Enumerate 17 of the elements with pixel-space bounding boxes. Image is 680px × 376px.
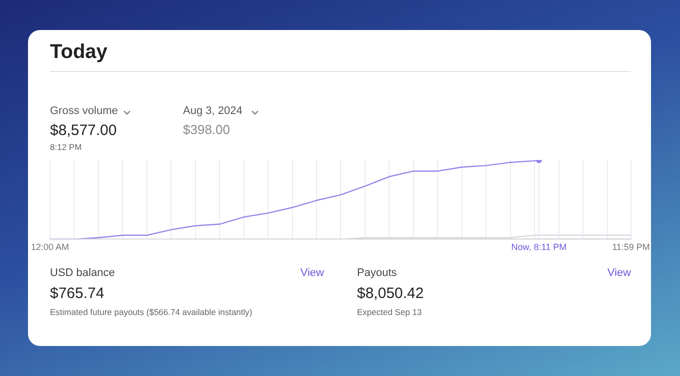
text: Aug 3, 2024 [183, 105, 242, 117]
text: 8:12 PM [50, 142, 82, 152]
text: USD balance [50, 267, 115, 279]
x-tick-label: Now, 8:11 PM [511, 242, 567, 252]
text: $8,577.00 [50, 122, 117, 139]
text: $765.74 [50, 285, 104, 302]
text: $8,050.42 [357, 285, 424, 302]
chart-title: Today [50, 41, 108, 64]
text: Payouts [357, 267, 397, 279]
text: Estimated future payouts ($566.74 available instantly) [50, 307, 252, 317]
text: View [607, 267, 631, 279]
text: Gross volume [50, 105, 118, 117]
text: View [300, 267, 324, 279]
x-tick-label: 11:59 PM [612, 242, 650, 252]
x-tick-label: 12:00 AM [30, 242, 70, 252]
text: Expected Sep 13 [357, 307, 422, 317]
text: $398.00 [183, 122, 230, 137]
